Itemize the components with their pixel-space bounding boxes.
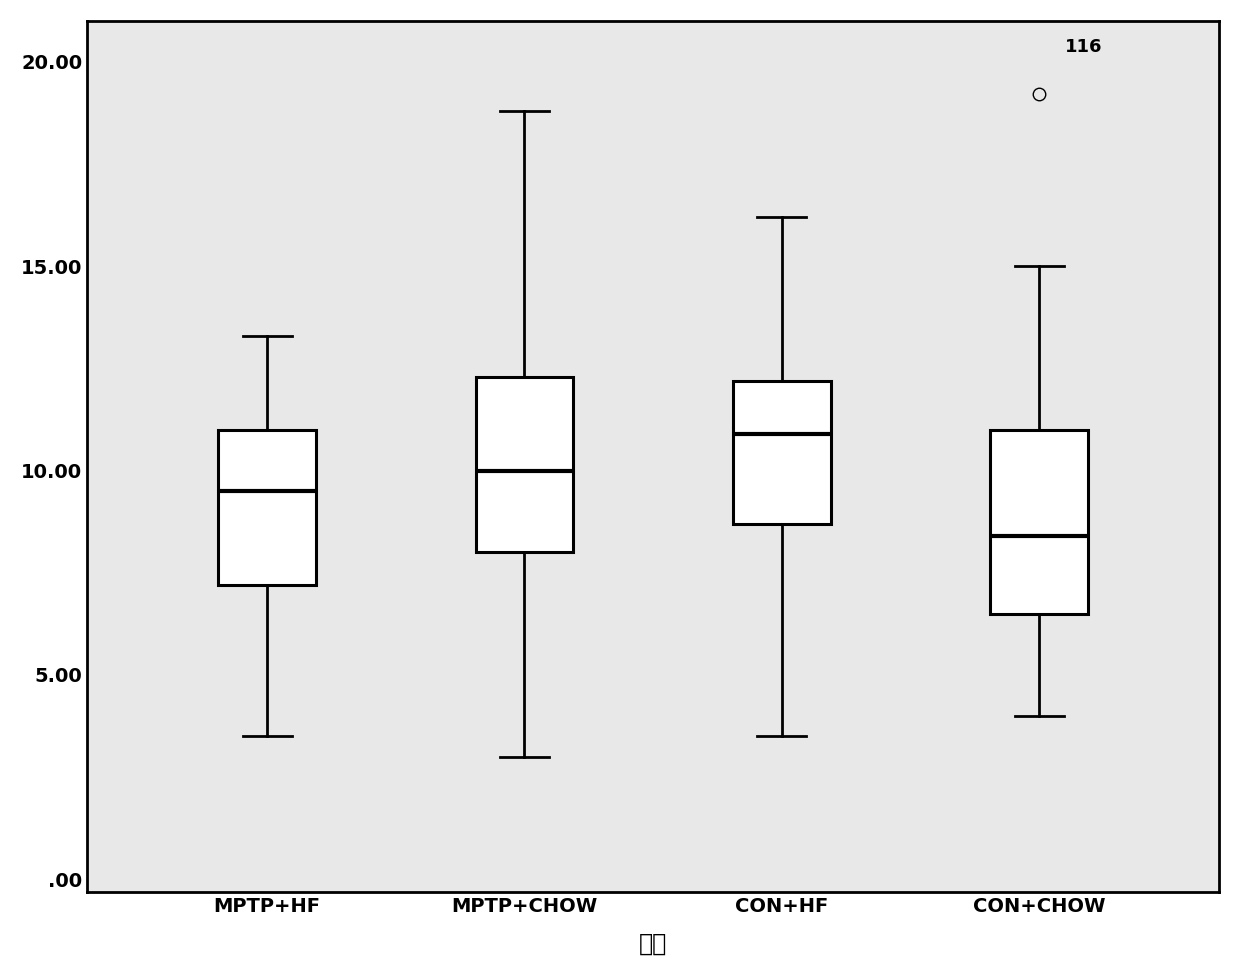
PathPatch shape (991, 430, 1087, 614)
PathPatch shape (218, 430, 316, 585)
PathPatch shape (476, 376, 573, 552)
X-axis label: 分组: 分组 (639, 932, 667, 956)
Text: 116: 116 (1065, 37, 1102, 56)
PathPatch shape (733, 381, 831, 524)
